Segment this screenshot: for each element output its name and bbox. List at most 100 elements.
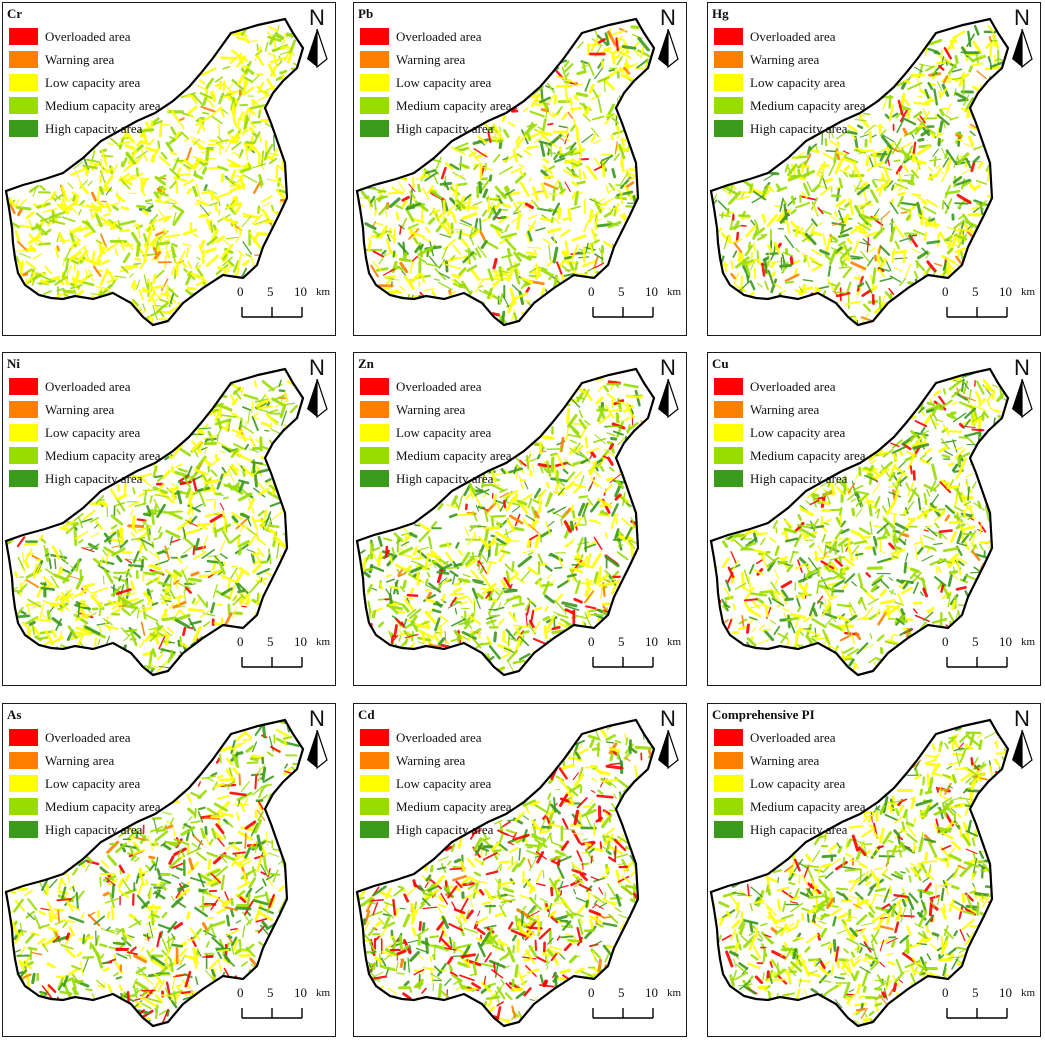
scale-unit: km	[1021, 636, 1036, 648]
legend-label: Warning area	[750, 752, 820, 768]
legend: Overloaded area Warning area Low capacity …	[9, 375, 161, 490]
scale-bar: 0 5 10 km	[230, 634, 330, 674]
legend-swatch	[360, 424, 389, 441]
legend-label: Warning area	[396, 51, 466, 67]
legend-swatch	[714, 378, 743, 395]
map-panel-hg: Hg Overloaded area Warning area Low capacit…	[707, 2, 1041, 336]
legend-label: Medium capacity area	[750, 97, 866, 113]
legend-item: High capacity area	[9, 117, 161, 140]
legend-label: Medium capacity area	[45, 447, 161, 463]
legend-swatch	[714, 28, 743, 45]
legend-swatch	[360, 120, 389, 137]
map-panel-zn: Zn Overloaded area Warning area Low capacit…	[353, 352, 687, 686]
legend-label: Low capacity area	[750, 74, 846, 90]
north-arrow-icon: N	[654, 708, 682, 770]
legend-label: Overloaded area	[750, 729, 836, 745]
legend-swatch	[714, 74, 743, 91]
legend-swatch	[9, 120, 38, 137]
legend: Overloaded area Warning area Low capacity …	[714, 25, 866, 140]
panel-title: Hg	[712, 6, 729, 21]
legend-item: Overloaded area	[360, 375, 512, 398]
legend-label: Overloaded area	[750, 378, 836, 394]
scale-tick-label: 10	[294, 985, 307, 1000]
legend-item: Medium capacity area	[9, 94, 161, 117]
watershed-boundary	[4, 367, 305, 677]
watershed-boundary	[355, 367, 656, 677]
legend-item: High capacity area	[714, 818, 866, 841]
legend-swatch	[9, 447, 38, 464]
legend-swatch	[714, 51, 743, 68]
north-arrow-icon: N	[654, 7, 682, 69]
legend-label: Warning area	[45, 752, 115, 768]
scale-bar: 0 5 10 km	[581, 634, 681, 674]
watershed-map	[4, 718, 305, 1028]
legend-item: Medium capacity area	[714, 795, 866, 818]
legend-label: Low capacity area	[396, 424, 492, 440]
legend-swatch	[9, 752, 38, 769]
legend-item: Low capacity area	[714, 71, 866, 94]
scale-tick-label: 10	[294, 634, 307, 649]
north-label: N	[309, 5, 325, 30]
capacity-raster	[6, 370, 301, 675]
legend-item: Warning area	[9, 398, 161, 421]
legend-label: Overloaded area	[396, 729, 482, 745]
legend-item: Medium capacity area	[360, 94, 512, 117]
scale-bar: 0 5 10 km	[935, 985, 1035, 1025]
legend-swatch	[360, 51, 389, 68]
legend-label: Overloaded area	[45, 28, 131, 44]
scale-bar: 0 5 10 km	[581, 284, 681, 324]
legend-swatch	[360, 401, 389, 418]
scale-unit: km	[1021, 987, 1036, 999]
legend-item: Warning area	[360, 749, 512, 772]
legend-item: High capacity area	[9, 467, 161, 490]
legend-label: Medium capacity area	[45, 798, 161, 814]
scale-unit: km	[316, 636, 331, 648]
legend-item: Overloaded area	[714, 25, 866, 48]
watershed-boundary	[355, 718, 656, 1028]
north-label: N	[1014, 5, 1030, 30]
legend-item: High capacity area	[9, 818, 161, 841]
legend-label: Low capacity area	[396, 775, 492, 791]
north-label: N	[1014, 355, 1030, 380]
scale-tick-label: 5	[972, 634, 979, 649]
scale-unit: km	[316, 286, 331, 298]
legend-swatch	[9, 28, 38, 45]
north-label: N	[309, 706, 325, 731]
legend-label: Warning area	[396, 752, 466, 768]
legend-label: High capacity area	[45, 470, 143, 486]
legend-swatch	[9, 74, 38, 91]
legend-item: High capacity area	[714, 117, 866, 140]
legend-item: Medium capacity area	[360, 444, 512, 467]
watershed-map	[355, 718, 656, 1028]
legend-swatch	[9, 401, 38, 418]
legend-swatch	[714, 424, 743, 441]
legend-item: Low capacity area	[714, 421, 866, 444]
legend-item: Overloaded area	[360, 726, 512, 749]
legend-swatch	[9, 729, 38, 746]
watershed-boundary	[4, 718, 305, 1028]
legend-item: High capacity area	[714, 467, 866, 490]
legend-label: Overloaded area	[396, 28, 482, 44]
legend-label: Warning area	[45, 401, 115, 417]
map-panel-cd: Cd Overloaded area Warning area Low capacit…	[353, 703, 687, 1037]
legend-item: High capacity area	[360, 117, 512, 140]
legend-label: Warning area	[750, 401, 820, 417]
legend-label: High capacity area	[750, 470, 848, 486]
scale-tick-label: 10	[645, 985, 658, 1000]
legend-swatch	[714, 447, 743, 464]
legend-swatch	[714, 401, 743, 418]
scale-bar: 0 5 10 km	[935, 284, 1035, 324]
legend-label: High capacity area	[396, 470, 494, 486]
legend-swatch	[360, 28, 389, 45]
legend-label: Medium capacity area	[750, 447, 866, 463]
panel-title: Cr	[7, 6, 23, 21]
legend-item: Medium capacity area	[360, 795, 512, 818]
panel-title: As	[7, 707, 22, 722]
legend-label: Medium capacity area	[396, 798, 512, 814]
legend-item: Medium capacity area	[714, 94, 866, 117]
legend-swatch	[360, 378, 389, 395]
legend-item: Warning area	[714, 398, 866, 421]
legend-label: Low capacity area	[750, 424, 846, 440]
legend-item: Low capacity area	[9, 772, 161, 795]
legend-item: Overloaded area	[714, 375, 866, 398]
